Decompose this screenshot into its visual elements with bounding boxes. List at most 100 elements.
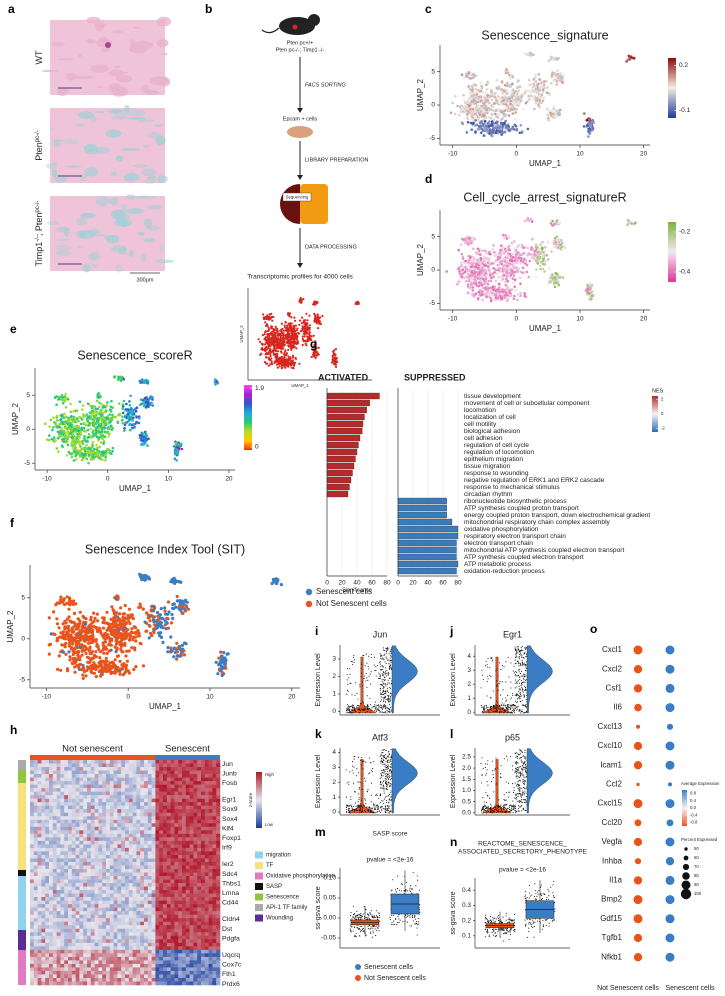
cell-point	[507, 254, 510, 257]
cell-point	[175, 642, 178, 645]
cell-point	[546, 86, 549, 89]
cell-point	[335, 348, 337, 350]
cell-point	[513, 263, 516, 266]
cell-point	[484, 250, 487, 253]
stain	[46, 163, 57, 169]
cell-point	[462, 123, 465, 126]
cell-point	[76, 636, 79, 639]
cell-point	[309, 331, 311, 333]
cell-point	[271, 320, 273, 322]
cell-point	[114, 375, 117, 378]
cell-point	[475, 279, 478, 282]
cell-point	[274, 328, 276, 330]
stain	[96, 111, 105, 113]
cell-point	[501, 275, 504, 278]
cell-point	[169, 580, 172, 583]
cell-point	[481, 249, 484, 252]
cell-point	[551, 110, 554, 113]
cell-point	[51, 429, 54, 432]
cell-point	[101, 458, 104, 461]
cell-point	[503, 257, 506, 260]
cell-point	[292, 356, 294, 358]
cell-point	[132, 668, 135, 671]
cell-point	[480, 132, 483, 135]
stain	[147, 205, 162, 210]
cell-point	[128, 608, 131, 611]
cell-point	[81, 673, 84, 676]
cell-point	[116, 640, 119, 643]
cell-point	[100, 435, 103, 438]
cell-point	[77, 650, 80, 653]
cell-point	[133, 413, 136, 416]
cell-point	[139, 642, 142, 645]
cell-point	[158, 613, 161, 616]
cell-point	[114, 416, 117, 419]
cell-point	[83, 436, 86, 439]
cell-point	[58, 426, 61, 429]
cell-point	[74, 430, 77, 433]
stain	[80, 213, 95, 219]
cell-point	[135, 410, 138, 413]
cell-point	[259, 341, 261, 343]
cell-point	[101, 660, 104, 663]
cell-point	[315, 351, 317, 353]
cell-point	[497, 108, 500, 111]
cell-point	[306, 335, 308, 337]
cell-point	[84, 430, 87, 433]
cell-point	[281, 352, 283, 354]
cell-point	[88, 454, 91, 457]
cell-point	[119, 414, 122, 417]
cell-point	[103, 618, 106, 621]
cell-point	[542, 258, 545, 261]
stain	[109, 69, 124, 76]
cell-point	[518, 262, 521, 265]
cell-point	[115, 630, 118, 633]
cell-point	[169, 635, 172, 638]
cell-point	[166, 646, 169, 649]
cell-point	[465, 104, 468, 107]
cell-point	[564, 247, 567, 250]
cell-point	[500, 133, 503, 136]
cell-point	[63, 440, 66, 443]
cell-point	[487, 258, 490, 261]
cell-point	[64, 397, 67, 400]
cell-point	[296, 335, 298, 337]
cell-point	[461, 268, 464, 271]
cell-point	[332, 356, 334, 358]
cell-point	[131, 631, 134, 634]
cell-point	[95, 422, 98, 425]
cell-point	[106, 401, 109, 404]
cell-point	[276, 359, 278, 361]
cell-point	[93, 448, 96, 451]
cell-point	[88, 447, 91, 450]
cell-point	[67, 608, 70, 611]
cell-point	[309, 324, 311, 326]
cell-point	[128, 400, 131, 403]
cell-point	[519, 85, 522, 88]
cell-point	[142, 608, 145, 611]
cell-point	[505, 72, 508, 75]
cell-point	[214, 378, 217, 381]
stain	[105, 42, 111, 48]
cell-point	[96, 613, 99, 616]
cell-point	[80, 423, 83, 426]
cell-point	[333, 353, 335, 355]
cell-point	[473, 83, 476, 86]
cell-point	[550, 56, 553, 59]
scale-label: 300μm	[137, 277, 154, 283]
cell-point	[147, 616, 150, 619]
cell-point	[129, 404, 132, 407]
cell-point	[531, 238, 534, 241]
cell-point	[498, 253, 501, 256]
cell-point	[457, 249, 460, 252]
cell-point	[543, 270, 546, 273]
cell-point	[72, 659, 75, 662]
cell-point	[288, 339, 290, 341]
cell-point	[501, 96, 504, 99]
cell-point	[491, 94, 494, 97]
cell-point	[273, 354, 275, 356]
cell-point	[127, 417, 130, 420]
cell-point	[472, 247, 475, 250]
cell-point	[118, 660, 121, 663]
cell-point	[170, 647, 173, 650]
